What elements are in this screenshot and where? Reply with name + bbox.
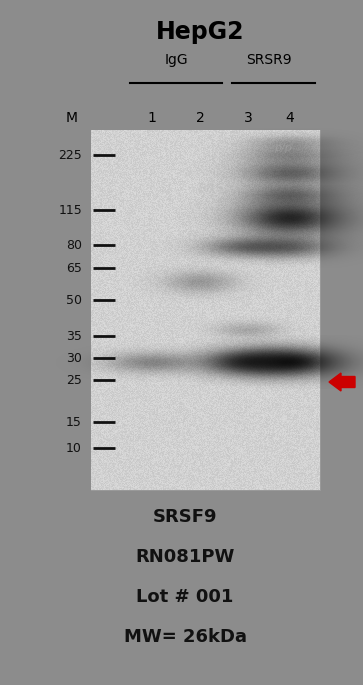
Text: 3: 3 [244, 111, 252, 125]
Text: SRSF9: SRSF9 [153, 508, 217, 526]
Text: 65: 65 [66, 262, 82, 275]
Text: SRSF9: SRSF9 [197, 182, 242, 195]
Bar [91, 130, 320, 490]
Text: p/p: p/p [274, 143, 292, 153]
Text: 30: 30 [66, 351, 82, 364]
Text: SRSR9: SRSR9 [246, 53, 292, 67]
Text: 80: 80 [66, 238, 82, 251]
Text: 15: 15 [66, 416, 82, 429]
Text: 225: 225 [58, 149, 82, 162]
Text: 115: 115 [58, 203, 82, 216]
Text: 50: 50 [66, 293, 82, 306]
Text: 25: 25 [66, 373, 82, 386]
Text: M: M [66, 111, 78, 125]
Text: HepG2: HepG2 [156, 20, 244, 44]
Text: Lot # 001: Lot # 001 [136, 588, 234, 606]
Text: 35: 35 [66, 329, 82, 342]
Text: MW= 26kDa: MW= 26kDa [123, 628, 246, 646]
Text: 1: 1 [148, 111, 156, 125]
Text: 4: 4 [286, 111, 294, 125]
Text: 10: 10 [66, 442, 82, 455]
Text: 2: 2 [196, 111, 204, 125]
Text: IgG: IgG [164, 53, 188, 67]
FancyArrow shape [329, 373, 355, 391]
Text: RN081PW: RN081PW [135, 548, 235, 566]
